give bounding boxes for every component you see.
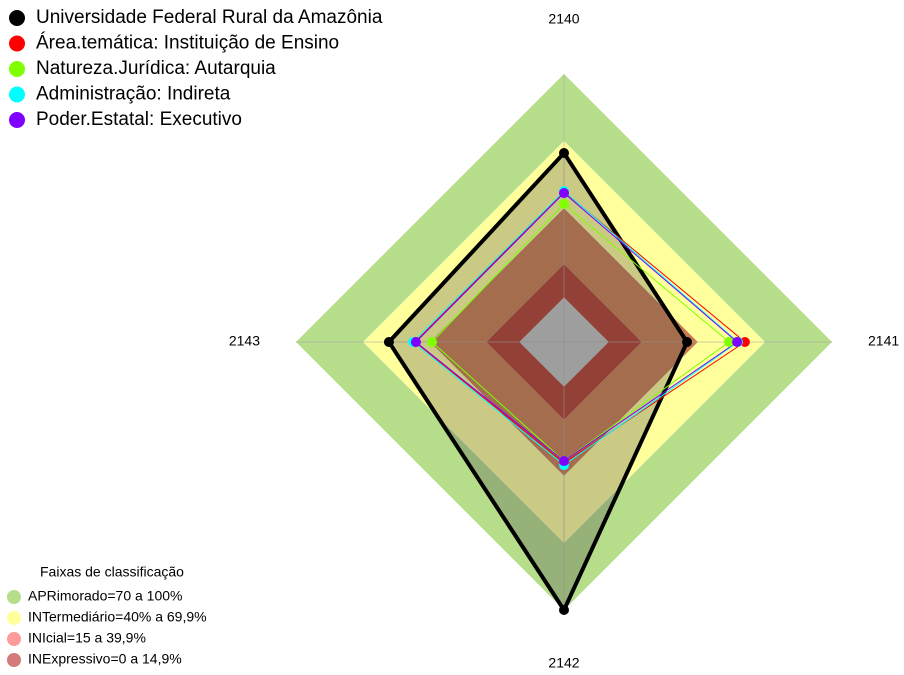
band: [363, 141, 765, 543]
legend-marker: [9, 86, 25, 103]
legend-label: Universidade Federal Rural da Amazônia: [36, 7, 383, 28]
bands-legend-title: Faixas de classificação: [40, 564, 184, 580]
band-legend-label: INExpressivo=0 a 14,9%: [28, 651, 182, 667]
series-point: [559, 456, 569, 467]
series-point: [559, 148, 569, 159]
legend-marker: [9, 35, 25, 52]
series-point: [559, 188, 569, 199]
series-point: [732, 337, 743, 347]
series-point: [724, 337, 735, 347]
band-legend-marker: [7, 653, 21, 667]
series-point: [559, 198, 569, 209]
series-point: [559, 605, 569, 615]
series-point: [739, 337, 750, 347]
axis-label: 2142: [548, 655, 579, 671]
legend-marker: [9, 61, 25, 77]
legend-label: Administração: Indireta: [36, 84, 231, 105]
series-point: [682, 337, 693, 347]
band-legend-label: INTermediário=40% a 69,9%: [28, 609, 207, 625]
legend-label: Área.temática: Instituição de Ensino: [36, 33, 339, 54]
band-legend-marker: [7, 632, 21, 646]
band-legend-marker: [7, 611, 21, 625]
series-point: [427, 337, 438, 347]
axis-label: 2140: [548, 11, 579, 27]
series-point: [410, 337, 421, 347]
axis-label: 2143: [229, 333, 260, 349]
axis-label: 2141: [868, 333, 899, 349]
band-legend-marker: [7, 590, 21, 604]
legend-marker: [9, 112, 25, 128]
legend-marker: [9, 10, 25, 26]
band: [296, 74, 832, 610]
band-legend-label: INIcial=15 a 39,9%: [28, 630, 146, 646]
legend-label: Natureza.Jurídica: Autarquia: [36, 58, 276, 79]
band-legend-label: APRimorado=70 a 100%: [28, 588, 183, 604]
series-point: [383, 337, 394, 347]
legend-label: Poder.Estatal: Executivo: [36, 109, 242, 130]
